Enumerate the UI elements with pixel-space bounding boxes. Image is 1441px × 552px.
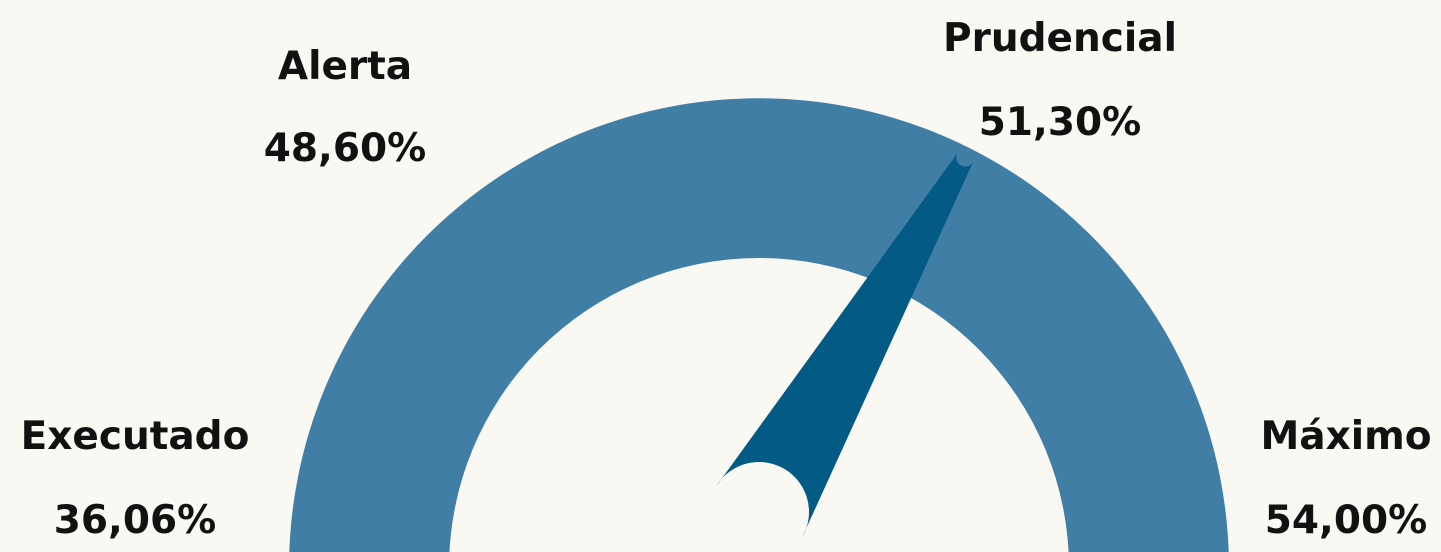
maximo-value: 54,00% bbox=[1264, 498, 1428, 543]
executado-value: 36,06% bbox=[53, 498, 217, 543]
gauge-needle bbox=[715, 153, 974, 538]
maximo-label: Máximo bbox=[1260, 414, 1432, 459]
executado-label: Executado bbox=[20, 414, 250, 459]
prudencial-label: Prudencial bbox=[943, 16, 1177, 61]
gauge-band bbox=[289, 98, 1229, 552]
alerta-value: 48,60% bbox=[263, 126, 427, 171]
prudencial-value: 51,30% bbox=[978, 100, 1142, 145]
alerta-label: Alerta bbox=[277, 44, 413, 89]
